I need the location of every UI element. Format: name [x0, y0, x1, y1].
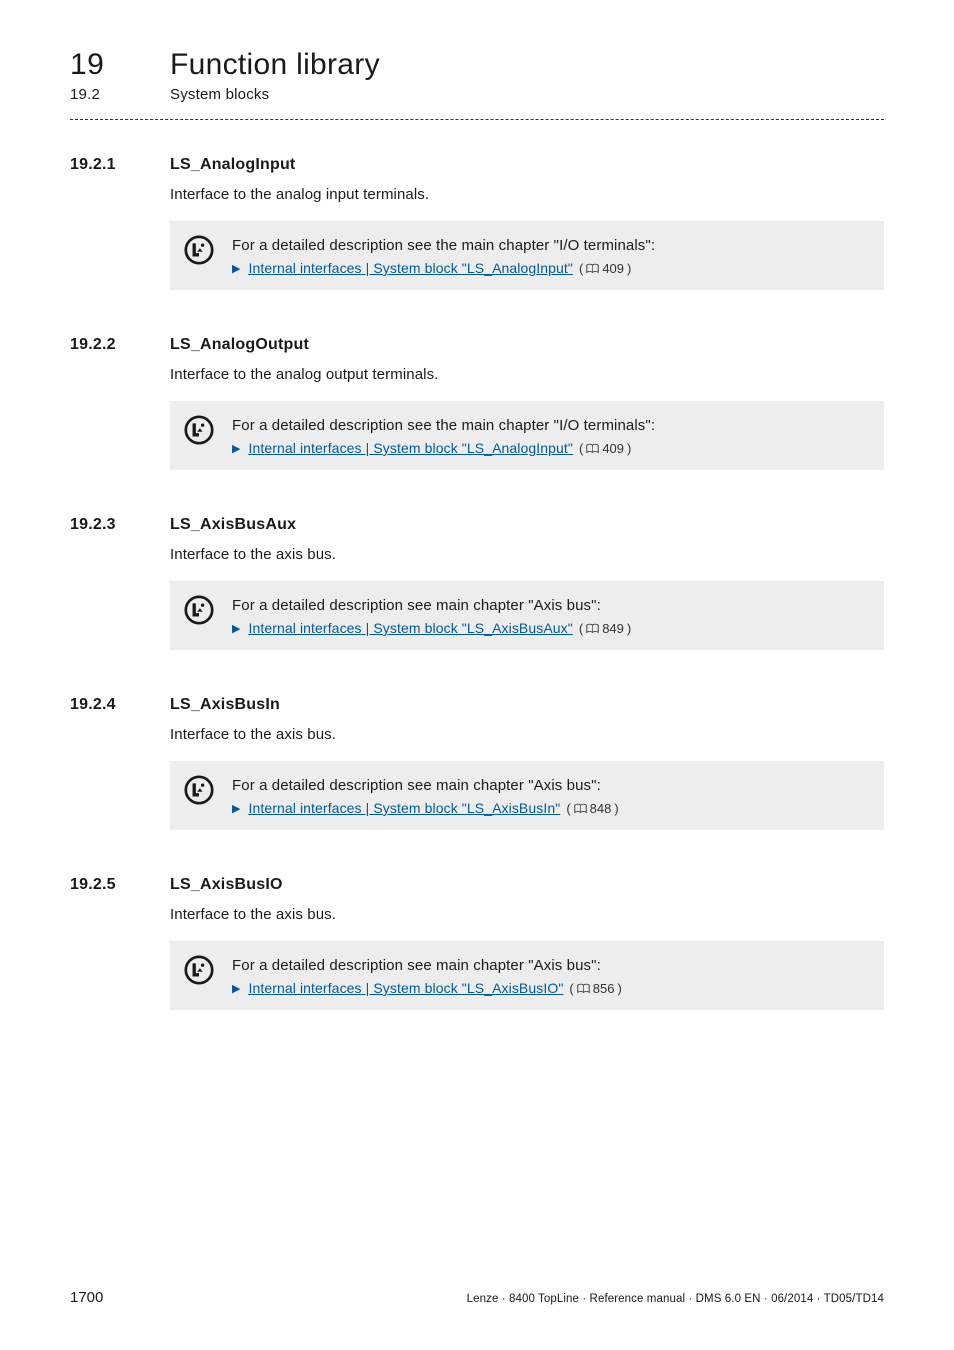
paren-close: ) — [614, 801, 618, 816]
section: 19.2.4 LS_AxisBusIn Interface to the axi… — [70, 696, 884, 830]
page-reference: ( 409) — [579, 441, 631, 456]
note-box: For a detailed description see main chap… — [170, 581, 884, 650]
section-number: 19.2.4 — [70, 696, 134, 714]
triangle-icon: ▶ — [232, 802, 240, 815]
section-intro: Interface to the axis bus. — [170, 546, 884, 563]
note-lead: For a detailed description see the main … — [232, 237, 870, 254]
paren-open: ( — [579, 261, 583, 276]
paren-close: ) — [617, 981, 621, 996]
section-intro: Interface to the axis bus. — [170, 726, 884, 743]
section-intro: Interface to the axis bus. — [170, 906, 884, 923]
section: 19.2.3 LS_AxisBusAux Interface to the ax… — [70, 516, 884, 650]
section-heading: 19.2.3 LS_AxisBusAux — [70, 516, 884, 534]
triangle-icon: ▶ — [232, 982, 240, 995]
paren-open: ( — [579, 621, 583, 636]
paren-close: ) — [627, 261, 631, 276]
note-box: For a detailed description see the main … — [170, 401, 884, 470]
page-reference: ( 409) — [579, 261, 631, 276]
note-box: For a detailed description see main chap… — [170, 761, 884, 830]
page-reference: ( 849) — [579, 621, 631, 636]
section: 19.2.5 LS_AxisBusIO Interface to the axi… — [70, 876, 884, 1010]
section-heading: 19.2.2 LS_AnalogOutput — [70, 336, 884, 354]
page-footer: 1700 Lenze · 8400 TopLine · Reference ma… — [70, 1289, 884, 1306]
info-icon — [184, 955, 214, 985]
page-reference: ( 848) — [566, 801, 618, 816]
page-number-ref: 849 — [602, 621, 624, 636]
section-title: LS_AxisBusIO — [170, 876, 283, 894]
info-icon — [184, 235, 214, 265]
paren-open: ( — [566, 801, 570, 816]
triangle-icon: ▶ — [232, 622, 240, 635]
info-icon — [184, 415, 214, 445]
section-heading: 19.2.5 LS_AxisBusIO — [70, 876, 884, 894]
cross-reference-link[interactable]: Internal interfaces | System block "LS_A… — [248, 800, 560, 816]
note-box: For a detailed description see the main … — [170, 221, 884, 290]
cross-reference-link[interactable]: Internal interfaces | System block "LS_A… — [248, 980, 563, 996]
section: 19.2.1 LS_AnalogInput Interface to the a… — [70, 156, 884, 290]
subchapter-number: 19.2 — [70, 86, 134, 103]
section-title: LS_AnalogOutput — [170, 336, 309, 354]
section: 19.2.2 LS_AnalogOutput Interface to the … — [70, 336, 884, 470]
note-lead: For a detailed description see main chap… — [232, 597, 870, 614]
note-lead: For a detailed description see the main … — [232, 417, 870, 434]
page-number-ref: 848 — [590, 801, 612, 816]
page-number-ref: 856 — [593, 981, 615, 996]
section-title: LS_AxisBusAux — [170, 516, 296, 534]
section-number: 19.2.1 — [70, 156, 134, 174]
page-reference: ( 856) — [569, 981, 621, 996]
footer-page-number: 1700 — [70, 1289, 103, 1306]
cross-reference-link[interactable]: Internal interfaces | System block "LS_A… — [248, 260, 573, 276]
book-icon — [586, 623, 599, 634]
section-number: 19.2.3 — [70, 516, 134, 534]
book-icon — [586, 263, 599, 274]
triangle-icon: ▶ — [232, 442, 240, 455]
chapter-title: Function library — [170, 48, 380, 82]
subchapter-title: System blocks — [170, 86, 269, 103]
paren-close: ) — [627, 621, 631, 636]
page-number-ref: 409 — [602, 441, 624, 456]
chapter-heading: 19 Function library — [70, 48, 884, 82]
paren-close: ) — [627, 441, 631, 456]
section-intro: Interface to the analog input terminals. — [170, 186, 884, 203]
paren-open: ( — [579, 441, 583, 456]
triangle-icon: ▶ — [232, 262, 240, 275]
section-title: LS_AxisBusIn — [170, 696, 280, 714]
cross-reference-link[interactable]: Internal interfaces | System block "LS_A… — [248, 620, 572, 636]
section-number: 19.2.5 — [70, 876, 134, 894]
divider — [70, 119, 884, 120]
section-heading: 19.2.1 LS_AnalogInput — [70, 156, 884, 174]
note-lead: For a detailed description see main chap… — [232, 957, 870, 974]
note-lead: For a detailed description see main chap… — [232, 777, 870, 794]
chapter-number: 19 — [70, 48, 134, 82]
paren-open: ( — [569, 981, 573, 996]
note-box: For a detailed description see main chap… — [170, 941, 884, 1010]
info-icon — [184, 595, 214, 625]
book-icon — [586, 443, 599, 454]
section-title: LS_AnalogInput — [170, 156, 295, 174]
info-icon — [184, 775, 214, 805]
page-number-ref: 409 — [602, 261, 624, 276]
cross-reference-link[interactable]: Internal interfaces | System block "LS_A… — [248, 440, 573, 456]
section-intro: Interface to the analog output terminals… — [170, 366, 884, 383]
footer-document-info: Lenze · 8400 TopLine · Reference manual … — [467, 1293, 884, 1305]
book-icon — [577, 983, 590, 994]
section-heading: 19.2.4 LS_AxisBusIn — [70, 696, 884, 714]
section-number: 19.2.2 — [70, 336, 134, 354]
subchapter-heading: 19.2 System blocks — [70, 86, 884, 103]
book-icon — [574, 803, 587, 814]
